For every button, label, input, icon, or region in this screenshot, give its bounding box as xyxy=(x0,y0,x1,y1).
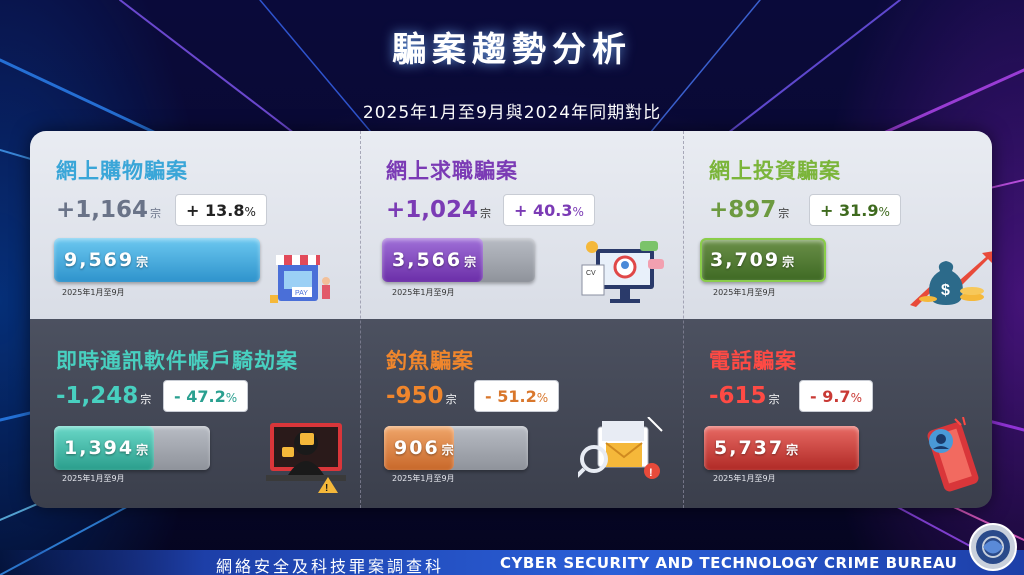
unit-label: 宗 xyxy=(445,393,457,406)
yoy-change-value: +1,024 xyxy=(386,197,479,223)
pct-value: 47.2 xyxy=(186,387,226,406)
total-bar: 1,394 宗 xyxy=(54,426,210,470)
card-title: 網上購物騙案 xyxy=(56,159,188,183)
phone-scam-icon xyxy=(927,417,979,492)
footer-org-name-en: CYBER SECURITY AND TECHNOLOGY CRIME BURE… xyxy=(500,554,958,572)
total-value: 3,566 宗 xyxy=(392,249,477,271)
pct-change-badge: + 13.8% xyxy=(175,194,267,226)
total-value: 1,394 宗 xyxy=(64,437,149,459)
phishing-email-icon: ! xyxy=(578,417,663,479)
period-label: 2025年1月至9月 xyxy=(392,474,455,483)
police-badge-icon xyxy=(969,523,1017,571)
pct-value: 40.3 xyxy=(532,201,573,220)
yoy-change-value: -615 xyxy=(709,383,767,409)
yoy-change: -1,248 宗 xyxy=(56,383,151,409)
pct-change-badge: - 47.2% xyxy=(163,380,249,412)
unit-label: 宗 xyxy=(140,393,152,406)
unit-label: 宗 xyxy=(768,393,780,406)
hacker-laptop-icon: ! xyxy=(266,423,346,494)
period-label: 2025年1月至9月 xyxy=(713,474,776,483)
footer-bar xyxy=(0,550,1024,575)
total-value: 9,569 宗 xyxy=(64,249,149,271)
total-bar-fill xyxy=(54,238,260,282)
yoy-change: -615 宗 xyxy=(709,383,780,409)
unit-label: 宗 xyxy=(480,207,492,220)
pct-value: 31.9 xyxy=(838,201,879,220)
card-title: 即時通訊軟件帳戶騎劫案 xyxy=(56,349,298,373)
unit-label: 宗 xyxy=(778,207,790,220)
yoy-change: +1,164 宗 xyxy=(56,197,161,223)
column-divider xyxy=(683,131,684,508)
card-online-shopping-scam: 網上購物騙案 +1,164 宗 + 13.8% 9,569 宗 2025年1月至9月… xyxy=(30,131,350,319)
panel-bottom-section xyxy=(30,319,992,508)
pct-sign: - xyxy=(174,387,181,406)
total-bar: 5,737 宗 xyxy=(704,426,859,470)
yoy-change: +1,024 宗 xyxy=(386,197,491,223)
pct-sign: + xyxy=(186,201,200,220)
cv-job-search-icon: CV xyxy=(581,241,664,303)
period-label: 2025年1月至9月 xyxy=(392,288,455,297)
total-value: 906 宗 xyxy=(394,437,454,459)
total-bar: 3,566 宗 xyxy=(382,238,535,282)
pct-value: 9.7 xyxy=(822,387,851,406)
card-title: 釣魚騙案 xyxy=(386,349,474,373)
total-bar-fill xyxy=(54,426,154,470)
pct-change-badge: - 51.2% xyxy=(474,380,560,412)
yoy-change-value: +1,164 xyxy=(56,197,149,223)
svg-text:!: ! xyxy=(325,483,328,494)
total-value: 5,737 宗 xyxy=(714,437,799,459)
period-label: 2025年1月至9月 xyxy=(713,288,776,297)
pct-sign: - xyxy=(485,387,492,406)
pct-change-badge: + 40.3% xyxy=(503,194,595,226)
online-shop-payment-icon: PAY xyxy=(270,255,330,303)
yoy-change: +897 宗 xyxy=(709,197,789,223)
total-value: 3,709 宗 xyxy=(710,249,795,271)
total-bar: 906 宗 xyxy=(384,426,528,470)
yoy-change-value: -950 xyxy=(386,383,444,409)
money-bag-growth-icon: $ xyxy=(910,251,992,307)
yoy-change: -950 宗 xyxy=(386,383,457,409)
page-title: 騙案趨勢分析 xyxy=(392,30,632,70)
period-label: 2025年1月至9月 xyxy=(62,474,125,483)
column-divider xyxy=(360,131,361,508)
pct-sign: - xyxy=(810,387,817,406)
pct-change-badge: - 9.7% xyxy=(799,380,873,412)
footer-org-name-cn: 網絡安全及科技罪案調查科 xyxy=(216,557,445,575)
pct-change-badge: + 31.9% xyxy=(809,194,901,226)
svg-text:CV: CV xyxy=(586,270,596,277)
card-online-job-scam: 網上求職騙案 +1,024 宗 + 40.3% 3,566 宗 2025年1月至9月… xyxy=(360,131,680,319)
card-title: 網上投資騙案 xyxy=(709,159,841,183)
pct-value: 51.2 xyxy=(497,387,537,406)
yoy-change-value: -1,248 xyxy=(56,383,139,409)
card-online-investment-scam: 網上投資騙案 +897 宗 + 31.9% 3,709 宗 2025年1月至9月 $ xyxy=(683,131,992,319)
pct-sign: + xyxy=(514,201,528,220)
total-bar-fill xyxy=(384,426,454,470)
total-bar-fill xyxy=(382,238,483,282)
card-phishing-scam: 釣魚騙案 -950 宗 - 51.2% 906 宗 2025年1月至9月 ! xyxy=(360,319,680,507)
svg-text:!: ! xyxy=(649,467,653,479)
total-bar-fill xyxy=(700,238,826,282)
card-title: 網上求職騙案 xyxy=(386,159,518,183)
svg-text:PAY: PAY xyxy=(295,290,308,297)
card-messaging-account-hijack: 即時通訊軟件帳戶騎劫案 -1,248 宗 - 47.2% 1,394 宗 2025年… xyxy=(30,319,350,507)
card-title: 電話騙案 xyxy=(709,349,797,373)
stats-panel: 網上購物騙案 +1,164 宗 + 13.8% 9,569 宗 2025年1月至9月… xyxy=(30,131,992,508)
total-bar: 9,569 宗 xyxy=(54,238,260,282)
yoy-change-value: +897 xyxy=(709,197,777,223)
unit-label: 宗 xyxy=(150,207,162,220)
total-bar: 3,709 宗 xyxy=(700,238,826,282)
card-phone-scam: 電話騙案 -615 宗 - 9.7% 5,737 宗 2025年1月至9月 xyxy=(683,319,992,507)
pct-value: 13.8 xyxy=(204,201,245,220)
total-bar-fill xyxy=(704,426,859,470)
svg-text:$: $ xyxy=(941,282,950,299)
pct-sign: + xyxy=(820,201,834,220)
page-subtitle: 2025年1月至9月與2024年同期對比 xyxy=(362,103,662,123)
period-label: 2025年1月至9月 xyxy=(62,288,125,297)
